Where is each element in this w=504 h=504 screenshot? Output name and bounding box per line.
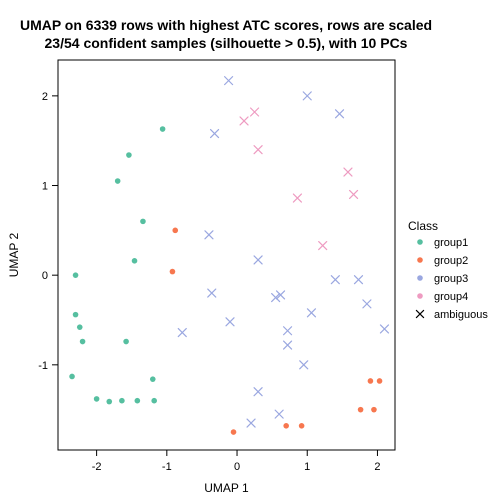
data-point (344, 168, 352, 176)
data-point (119, 398, 125, 404)
y-ticks: -1 0 1 2 (38, 91, 58, 372)
data-point (160, 126, 166, 132)
data-point (283, 423, 289, 429)
data-point (275, 410, 283, 418)
legend-item-label: group1 (434, 237, 468, 249)
legend: Class group1 group2 group3 group4 ambiguous (408, 219, 488, 321)
data-point (94, 396, 100, 402)
x-tick-label: -1 (162, 461, 172, 473)
data-point (417, 257, 423, 263)
data-point (247, 419, 255, 427)
data-point (69, 374, 75, 380)
x-ticks: -2 -1 0 1 2 (92, 450, 381, 473)
data-point (132, 258, 138, 264)
figure: UMAP on 6339 rows with highest ATC score… (0, 0, 504, 504)
x-tick-label: 0 (234, 461, 240, 473)
legend-title: Class (408, 219, 438, 233)
chart-title-line1: UMAP on 6339 rows with highest ATC score… (20, 17, 432, 33)
data-point (417, 239, 423, 245)
x-tick-label: -2 (92, 461, 102, 473)
data-point (331, 276, 339, 284)
legend-item-label: ambiguous (434, 309, 488, 321)
data-point (354, 276, 362, 284)
data-point (380, 325, 388, 333)
data-point (205, 231, 213, 239)
data-point (135, 398, 141, 404)
data-point (336, 110, 344, 118)
data-point (416, 310, 423, 317)
data-point (240, 117, 248, 125)
data-point (417, 293, 423, 299)
data-point (254, 146, 262, 154)
data-point (231, 429, 237, 435)
y-tick-label: -1 (38, 360, 48, 372)
data-point (126, 152, 132, 158)
y-axis-label: UMAP 2 (7, 232, 21, 277)
y-tick-label: 2 (42, 91, 48, 103)
y-tick-label: 0 (42, 270, 48, 282)
data-point (226, 318, 234, 326)
data-point (106, 399, 112, 405)
data-point (73, 312, 79, 318)
data-point (254, 388, 262, 396)
data-point (80, 339, 86, 345)
legend-item-label: group2 (434, 255, 468, 267)
data-point (123, 339, 129, 345)
data-point (225, 77, 233, 85)
data-point (73, 272, 79, 278)
data-point (284, 341, 292, 349)
data-point (208, 289, 216, 297)
data-point (319, 242, 327, 250)
x-tick-label: 1 (304, 461, 310, 473)
data-point (254, 256, 262, 264)
data-point (371, 407, 377, 413)
data-point (211, 130, 219, 138)
data-point (300, 361, 308, 369)
data-point (172, 228, 178, 234)
scatter-plot-svg: UMAP on 6339 rows with highest ATC score… (0, 0, 504, 504)
data-point (417, 275, 423, 281)
data-point (303, 92, 311, 100)
data-point (358, 407, 364, 413)
data-point (307, 309, 315, 317)
data-point (363, 300, 371, 308)
data-point (115, 178, 121, 184)
data-point (284, 327, 292, 335)
x-axis-label: UMAP 1 (204, 481, 249, 495)
x-tick-label: 2 (374, 461, 380, 473)
plot-border (58, 60, 395, 450)
data-point (377, 378, 383, 384)
data-points (69, 77, 388, 435)
data-point (350, 190, 358, 198)
data-point (77, 324, 83, 330)
chart-title-line2: 23/54 confident samples (silhouette > 0.… (45, 35, 408, 51)
data-point (299, 423, 305, 429)
data-point (368, 378, 374, 384)
legend-item-label: group3 (434, 273, 468, 285)
data-point (251, 108, 259, 116)
data-point (178, 329, 186, 337)
data-point (140, 219, 146, 225)
data-point (150, 376, 156, 382)
data-point (151, 398, 157, 404)
data-point (170, 269, 176, 275)
y-tick-label: 1 (42, 181, 48, 193)
data-point (293, 194, 301, 202)
legend-item-label: group4 (434, 291, 468, 303)
